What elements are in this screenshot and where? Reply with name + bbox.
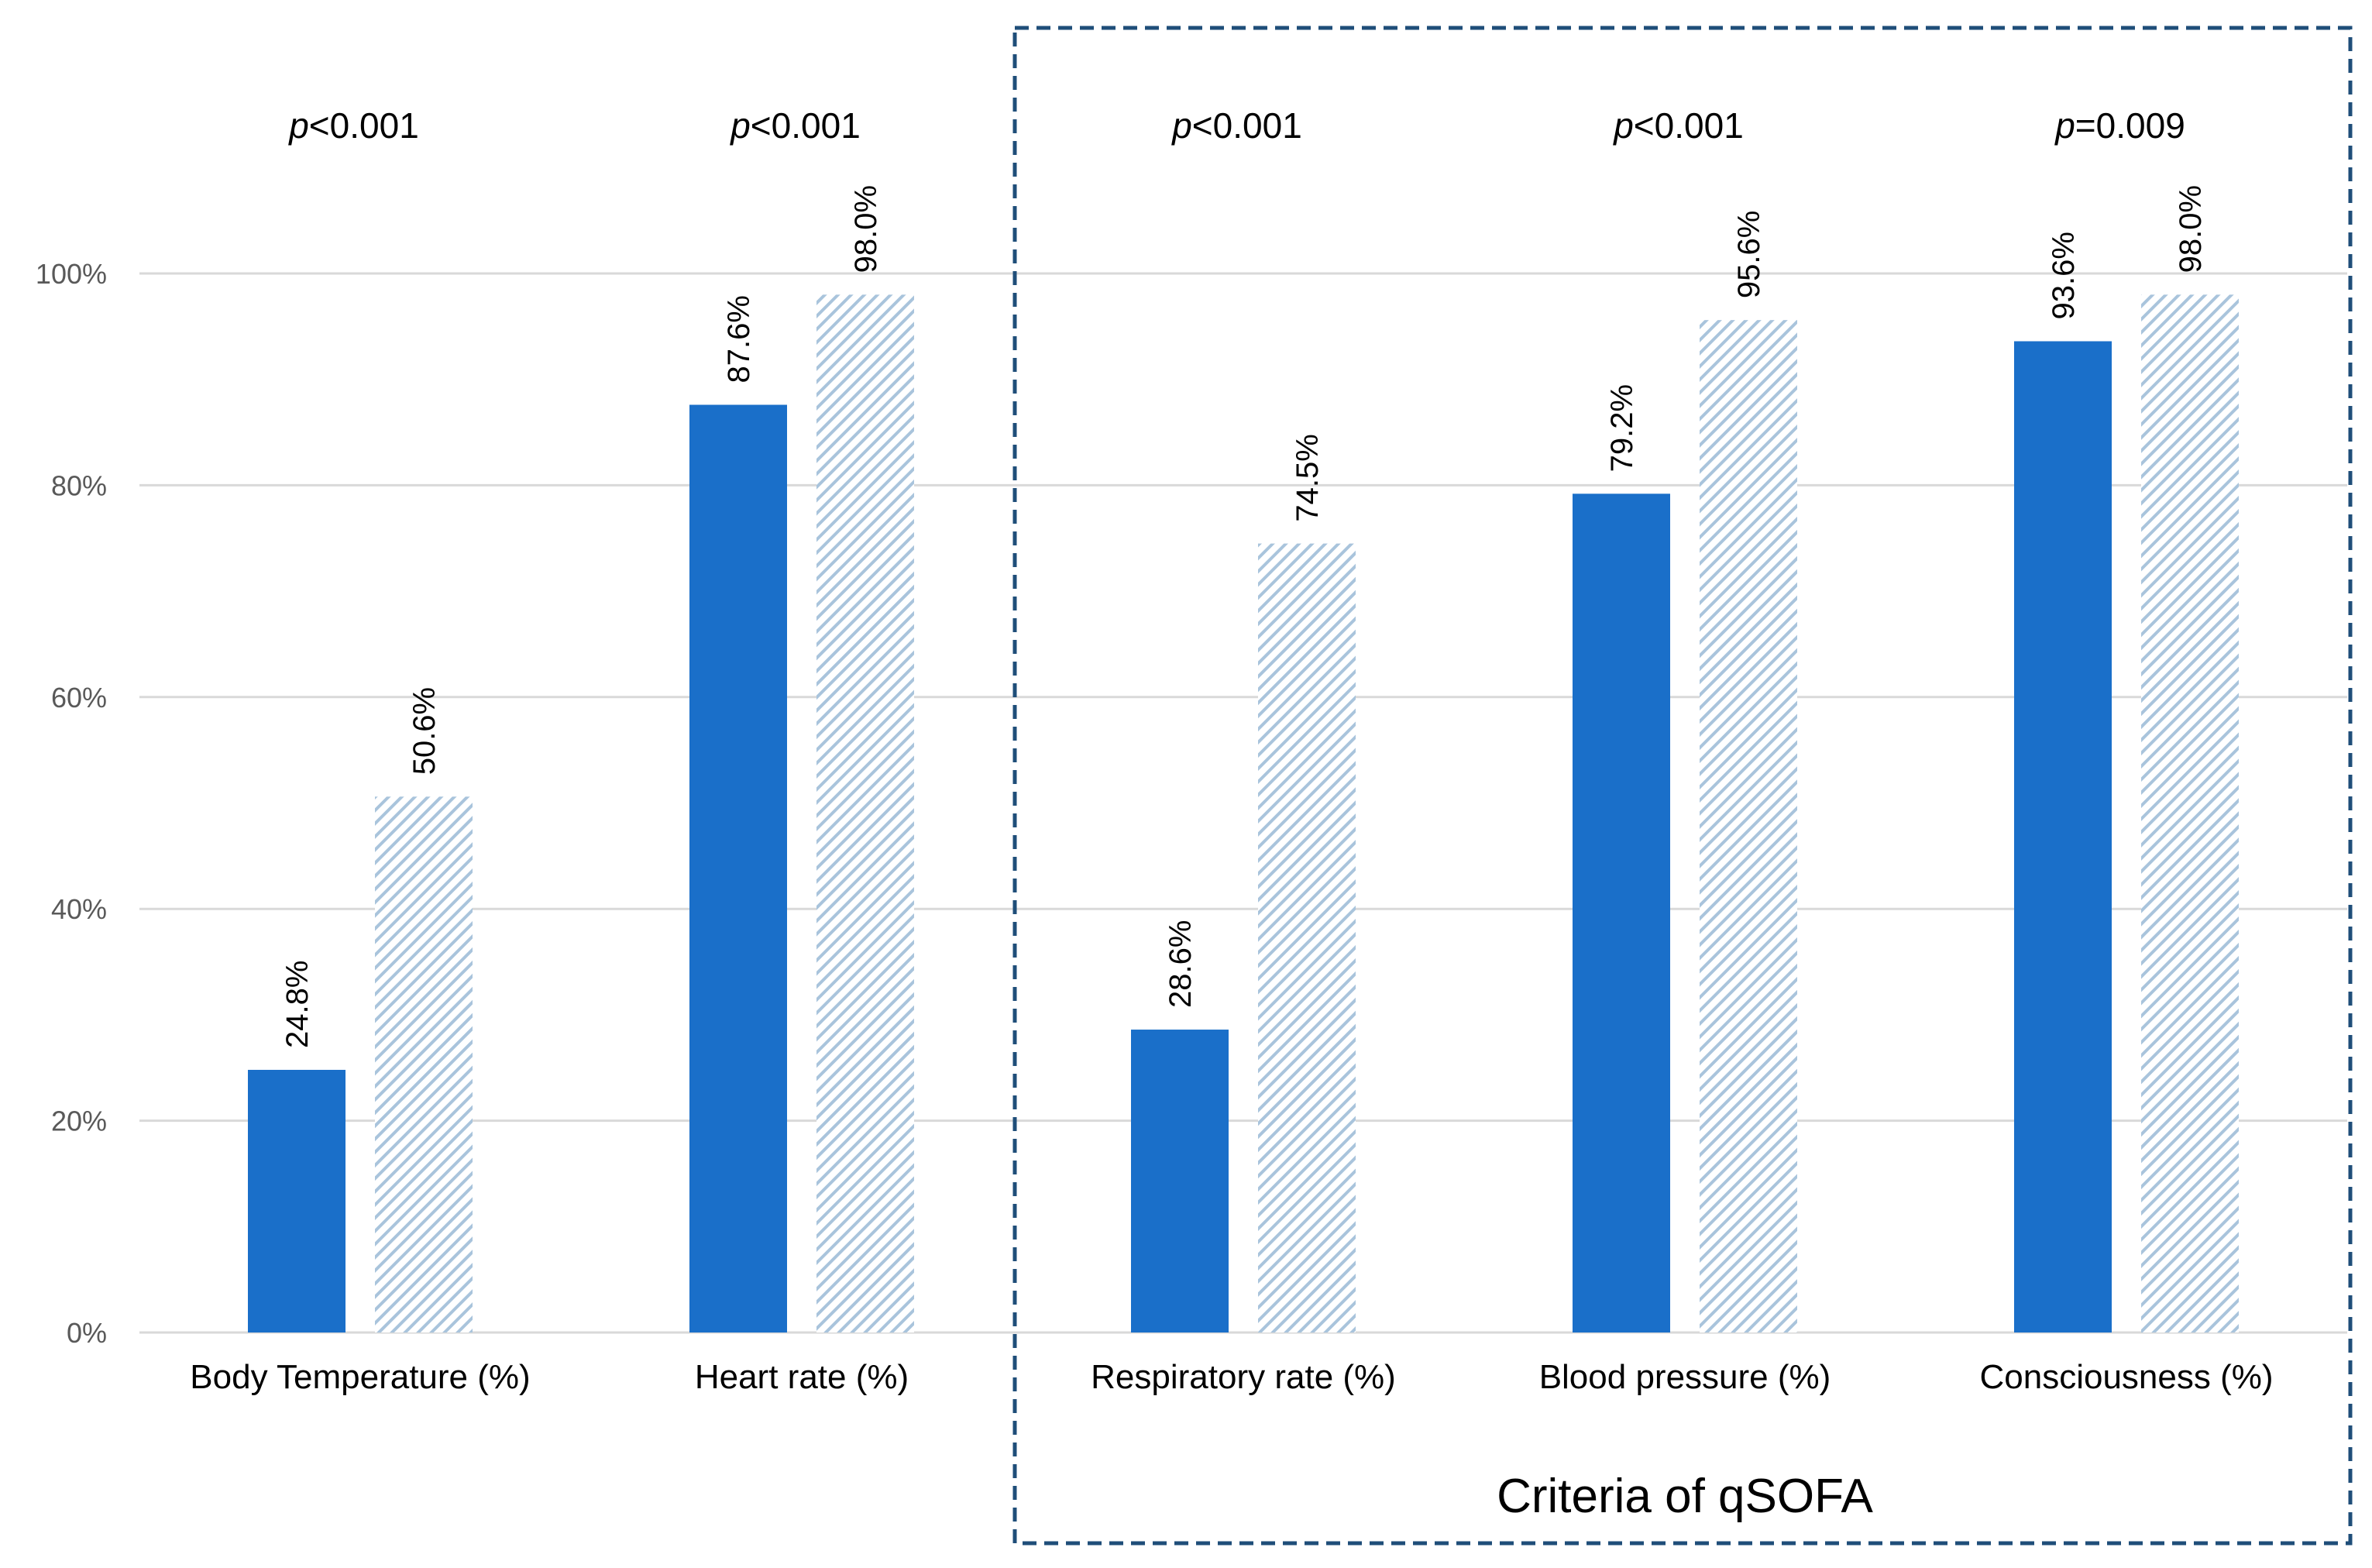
- data-labels: 24.8% 50.6% 87.6% 98.0% 28.6% 74.5% 79.2% 95.6%…: [280, 185, 2208, 1048]
- y-tick-label: 60%: [51, 682, 107, 714]
- data-label: 98.0%: [2174, 185, 2208, 273]
- data-label: 93.6%: [2047, 232, 2081, 319]
- data-label: 74.5%: [1291, 434, 1325, 521]
- category-labels: Body Temperature (%) Heart rate (%) Respir…: [190, 1358, 2273, 1396]
- data-label: 50.6%: [407, 687, 442, 775]
- bar-series1: [2014, 341, 2112, 1332]
- category-label: Consciousness (%): [1979, 1358, 2273, 1396]
- bars: [248, 294, 2239, 1333]
- data-label: 28.6%: [1164, 920, 1198, 1008]
- category-label: Heart rate (%): [695, 1358, 909, 1396]
- category-label: Body Temperature (%): [190, 1358, 530, 1396]
- bar-series1: [248, 1069, 345, 1332]
- bar-series2: [816, 294, 914, 1333]
- p-value-label: p<0.001: [287, 105, 419, 146]
- p-value-label: p=0.009: [2054, 105, 2185, 146]
- category-label: Respiratory rate (%): [1091, 1358, 1396, 1396]
- data-label: 98.0%: [849, 185, 883, 273]
- bar-series2: [1258, 543, 1356, 1332]
- data-label: 24.8%: [280, 961, 315, 1048]
- bar-series2: [2141, 294, 2239, 1333]
- y-tick-label: 0%: [67, 1317, 107, 1349]
- bar-series1: [1573, 493, 1670, 1333]
- y-axis-ticks: 0% 20% 40% 60% 80% 100%: [36, 258, 107, 1349]
- y-tick-label: 20%: [51, 1106, 107, 1137]
- p-value-labels: p<0.001 p<0.001 p<0.001 p<0.001 p=0.009: [287, 105, 2185, 146]
- data-label: 79.2%: [1605, 384, 1639, 472]
- p-value-label: p<0.001: [1171, 105, 1302, 146]
- qsofa-criteria-box: [1012, 26, 2353, 1546]
- y-tick-label: 40%: [51, 893, 107, 925]
- gridlines: [139, 272, 2347, 1334]
- y-tick-label: 80%: [51, 469, 107, 501]
- y-tick-label: 100%: [36, 258, 107, 290]
- p-value-label: p<0.001: [1612, 105, 1744, 146]
- p-value-label: p<0.001: [729, 105, 861, 146]
- data-label: 87.6%: [722, 295, 756, 383]
- category-label: Blood pressure (%): [1539, 1358, 1831, 1396]
- data-label: 95.6%: [1732, 211, 1766, 298]
- bar-series2: [1700, 320, 1797, 1333]
- qsofa-criteria-label: Criteria of qSOFA: [1497, 1470, 1873, 1523]
- bar-series2: [375, 796, 473, 1332]
- bar-series1: [1131, 1030, 1229, 1332]
- bar-series1: [689, 404, 787, 1332]
